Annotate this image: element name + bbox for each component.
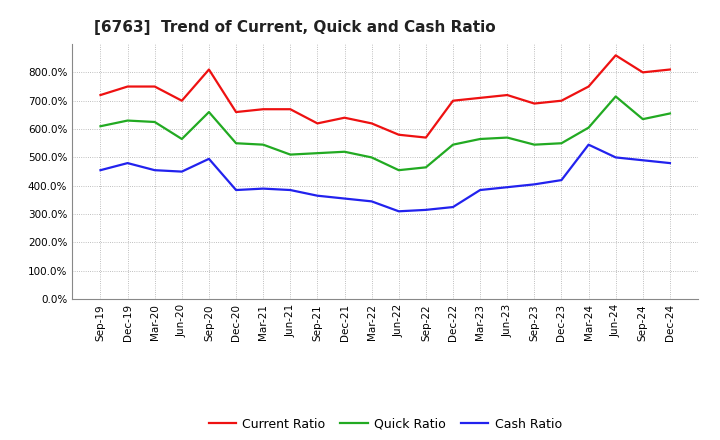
Cash Ratio [367, 199, 376, 204]
Cash Ratio [476, 187, 485, 193]
Cash Ratio [123, 161, 132, 166]
Quick Ratio [530, 142, 539, 147]
Cash Ratio [313, 193, 322, 198]
Quick Ratio [639, 117, 647, 122]
Cash Ratio [503, 184, 511, 190]
Quick Ratio [449, 142, 457, 147]
Quick Ratio [178, 136, 186, 142]
Current Ratio [476, 95, 485, 100]
Quick Ratio [421, 165, 430, 170]
Quick Ratio [313, 150, 322, 156]
Cash Ratio [557, 177, 566, 183]
Line: Current Ratio: Current Ratio [101, 55, 670, 138]
Cash Ratio [665, 161, 674, 166]
Cash Ratio [232, 187, 240, 193]
Quick Ratio [123, 118, 132, 123]
Quick Ratio [503, 135, 511, 140]
Current Ratio [449, 98, 457, 103]
Cash Ratio [449, 205, 457, 210]
Quick Ratio [665, 111, 674, 116]
Quick Ratio [286, 152, 294, 157]
Cash Ratio [421, 207, 430, 213]
Text: [6763]  Trend of Current, Quick and Cash Ratio: [6763] Trend of Current, Quick and Cash … [94, 20, 495, 35]
Cash Ratio [150, 168, 159, 173]
Cash Ratio [584, 142, 593, 147]
Current Ratio [96, 92, 105, 98]
Quick Ratio [341, 149, 349, 154]
Current Ratio [123, 84, 132, 89]
Current Ratio [421, 135, 430, 140]
Current Ratio [204, 67, 213, 72]
Quick Ratio [557, 141, 566, 146]
Current Ratio [313, 121, 322, 126]
Current Ratio [286, 106, 294, 112]
Current Ratio [367, 121, 376, 126]
Cash Ratio [259, 186, 268, 191]
Quick Ratio [611, 94, 620, 99]
Quick Ratio [204, 110, 213, 115]
Quick Ratio [259, 142, 268, 147]
Cash Ratio [530, 182, 539, 187]
Line: Quick Ratio: Quick Ratio [101, 96, 670, 170]
Cash Ratio [341, 196, 349, 201]
Current Ratio [639, 70, 647, 75]
Current Ratio [178, 98, 186, 103]
Current Ratio [557, 98, 566, 103]
Legend: Current Ratio, Quick Ratio, Cash Ratio: Current Ratio, Quick Ratio, Cash Ratio [204, 413, 567, 436]
Current Ratio [611, 53, 620, 58]
Current Ratio [503, 92, 511, 98]
Current Ratio [530, 101, 539, 106]
Quick Ratio [395, 168, 403, 173]
Line: Cash Ratio: Cash Ratio [101, 145, 670, 211]
Current Ratio [395, 132, 403, 137]
Current Ratio [665, 67, 674, 72]
Cash Ratio [178, 169, 186, 174]
Quick Ratio [367, 155, 376, 160]
Cash Ratio [611, 155, 620, 160]
Current Ratio [232, 110, 240, 115]
Quick Ratio [584, 125, 593, 130]
Cash Ratio [639, 158, 647, 163]
Current Ratio [584, 84, 593, 89]
Cash Ratio [395, 209, 403, 214]
Quick Ratio [150, 119, 159, 125]
Current Ratio [259, 106, 268, 112]
Cash Ratio [204, 156, 213, 161]
Quick Ratio [476, 136, 485, 142]
Current Ratio [341, 115, 349, 121]
Quick Ratio [96, 124, 105, 129]
Current Ratio [150, 84, 159, 89]
Quick Ratio [232, 141, 240, 146]
Cash Ratio [96, 168, 105, 173]
Cash Ratio [286, 187, 294, 193]
